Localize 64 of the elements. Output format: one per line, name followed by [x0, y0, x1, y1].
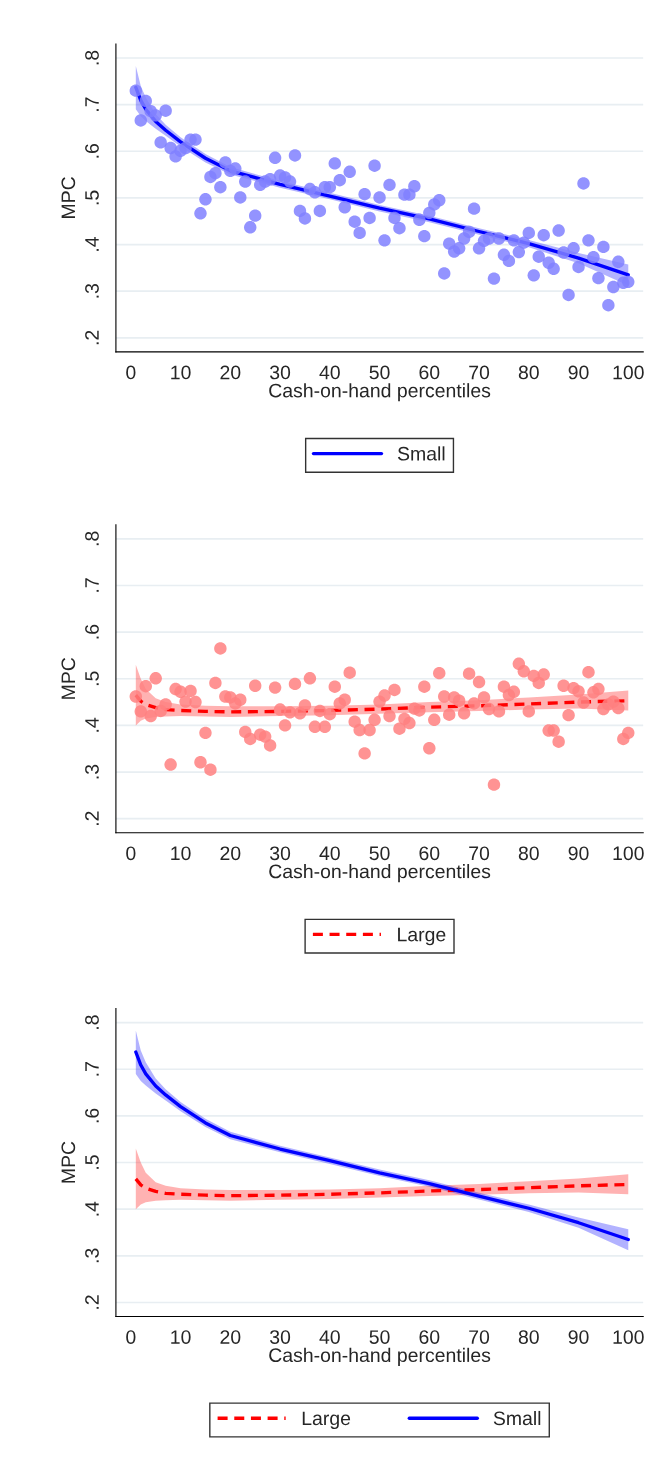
x-tick-label: 90: [568, 1330, 589, 1344]
y-tick-label: .4: [85, 717, 99, 732]
x-tick-label: 100: [613, 365, 644, 380]
x-tick-label: 70: [469, 365, 490, 380]
x-axis-title: Cash-on-hand percentiles: [269, 1347, 491, 1366]
x-tick-label: 30: [269, 846, 291, 861]
y-tick-label: .2: [85, 330, 99, 345]
y-tick-label: .3: [85, 283, 99, 298]
legend-label: Small: [397, 446, 445, 461]
y-tick-label: .2: [85, 1295, 99, 1309]
x-tick-label: 70: [469, 1330, 490, 1344]
x-tick-label: 30: [269, 365, 291, 380]
y-tick-label: .4: [85, 237, 99, 251]
x-tick-label: 50: [369, 1330, 390, 1344]
y-tick-label: .8: [85, 531, 99, 546]
x-tick-label: 0: [126, 365, 136, 380]
y-tick-label: .8: [85, 50, 99, 65]
y-tick-label: .7: [85, 578, 99, 592]
x-tick-label: 40: [319, 365, 340, 380]
x-axis-title: Cash-on-hand percentiles: [269, 383, 491, 402]
legend-label: Large: [302, 1411, 351, 1430]
x-tick-label: 20: [220, 846, 241, 861]
y-tick-label: .6: [85, 624, 99, 639]
y-tick-label: .6: [85, 1108, 99, 1123]
x-tick-label: 20: [220, 365, 241, 380]
y-tick-label: .7: [85, 97, 99, 111]
x-tick-label: 40: [319, 846, 340, 861]
x-axis-title: Cash-on-hand percentiles: [269, 864, 491, 883]
y-tick-label: .5: [85, 1155, 99, 1169]
x-tick-label: 50: [369, 846, 390, 861]
y-tick-label: .7: [85, 1062, 99, 1076]
y-axis-title: MPC: [61, 1141, 76, 1183]
y-tick-label: .5: [85, 671, 99, 686]
x-tick-label: 50: [369, 365, 390, 380]
x-tick-label: 90: [568, 846, 589, 861]
x-tick-label: 10: [171, 365, 191, 380]
x-tick-label: 20: [220, 1330, 241, 1344]
x-tick-label: 60: [419, 846, 440, 861]
x-tick-label: 80: [518, 1330, 539, 1344]
legend-label: Large: [398, 927, 446, 946]
y-tick-label: .5: [85, 190, 99, 205]
x-tick-label: 0: [126, 846, 136, 861]
x-tick-label: 60: [419, 365, 440, 380]
x-tick-label: 10: [171, 1330, 191, 1344]
y-tick-label: .3: [85, 764, 99, 779]
y-axis-title: MPC: [61, 177, 76, 218]
x-tick-label: 80: [518, 846, 539, 861]
x-tick-label: 30: [269, 1330, 291, 1344]
x-tick-label: 70: [469, 846, 490, 861]
y-tick-label: .8: [85, 1015, 99, 1029]
x-tick-label: 0: [126, 1330, 136, 1344]
x-tick-label: 10: [171, 846, 191, 861]
x-tick-label: 100: [613, 846, 644, 861]
x-tick-label: 40: [319, 1330, 340, 1344]
y-tick-label: .3: [85, 1248, 99, 1263]
x-tick-label: 80: [518, 365, 539, 380]
y-axis-title: MPC: [61, 657, 76, 699]
x-tick-label: 90: [568, 365, 589, 380]
y-tick-label: .2: [85, 811, 99, 826]
x-tick-label: 100: [613, 1330, 644, 1344]
y-tick-label: .6: [85, 144, 99, 158]
legend-label: Small: [493, 1410, 541, 1426]
y-tick-label: .4: [85, 1201, 99, 1216]
x-tick-label: 60: [419, 1330, 440, 1344]
